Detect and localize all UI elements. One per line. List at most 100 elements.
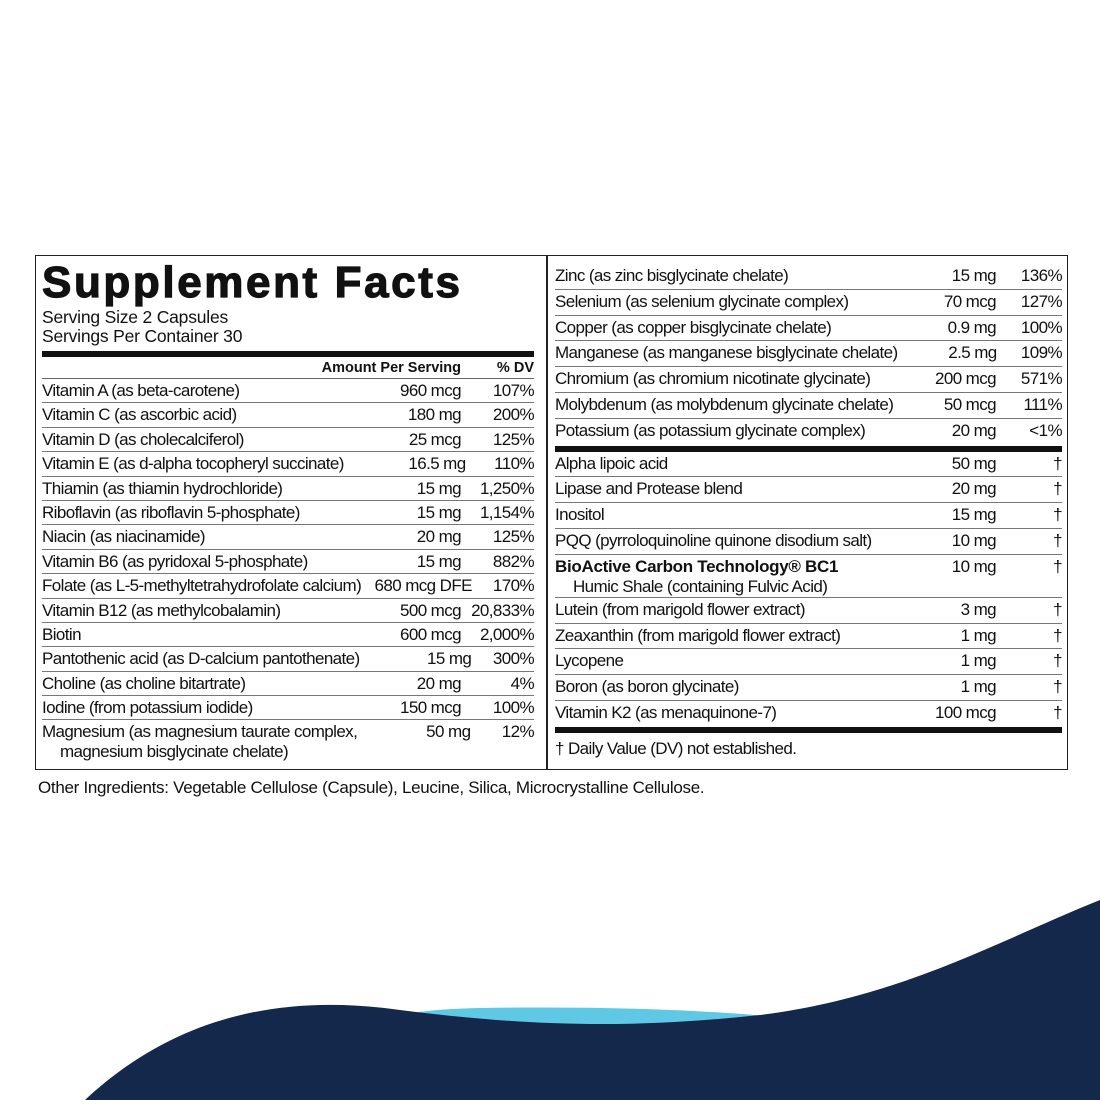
amount: 150 mcg	[399, 698, 462, 718]
amount: 3 mg	[960, 599, 997, 619]
nutrient-name-continued: Humic Shale (containing Fulvic Acid)	[573, 576, 828, 596]
nutrient-name: Manganese (as manganese bisglycinate che…	[555, 343, 898, 363]
nutrient-name-cell: Potassium (as potassium glycinate comple…	[555, 421, 896, 445]
nutrient-name: PQQ (pyrroloquinoline quinone disodium s…	[555, 530, 872, 550]
nutrient-row: Zeaxanthin (from marigold flower extract…	[555, 624, 1063, 650]
amount: 1 mg	[960, 625, 997, 645]
amount: 15 mg	[951, 266, 997, 285]
daily-value: 571%	[1020, 369, 1063, 389]
daily-value: †	[1053, 625, 1062, 645]
nutrient-name-cell: Lipase and Protease blend	[555, 479, 896, 502]
amount: 25 mcg	[408, 429, 462, 449]
nutrient-name: Zinc (as zinc bisglycinate chelate)	[555, 266, 789, 285]
amount: 500 mcg	[399, 600, 462, 620]
nutrient-name-cell: Zeaxanthin (from marigold flower extract…	[555, 626, 896, 649]
nutrient-row: Magnesium (as magnesium taurate complex,…	[42, 720, 535, 762]
amount: 2.5 mg	[948, 343, 997, 363]
nutrient-row: Pantothenic acid (as D-calcium pantothen…	[42, 647, 535, 672]
nutrient-row: Folate (as L-5-methyltetrahydrofolate ca…	[42, 574, 535, 599]
nutrient-row: PQQ (pyrroloquinoline quinone disodium s…	[555, 529, 1063, 555]
daily-value: 136%	[1020, 266, 1063, 285]
amount: 960 mcg	[399, 381, 462, 400]
column-divider	[546, 256, 548, 769]
nutrient-name-cell: Selenium (as selenium glycinate complex)	[555, 292, 896, 315]
nutrient-row: Niacin (as niacinamide) 20 mg 125%	[42, 525, 535, 550]
nutrient-name: Lipase and Protease blend	[555, 479, 743, 499]
amount: 50 mg	[951, 453, 997, 473]
daily-value: †	[1053, 599, 1062, 619]
nutrient-row: Vitamin A (as beta-carotene) 960 mcg 107%	[42, 379, 535, 404]
nutrient-row: Vitamin D (as cholecalciferol) 25 mcg 125%	[42, 428, 535, 453]
nutrient-row: Vitamin E (as d-alpha tocopheryl succina…	[42, 452, 535, 477]
nutrient-row: BioActive Carbon Technology® BC1 Humic Sh…	[555, 555, 1063, 598]
nutrient-name-cell: Vitamin D (as cholecalciferol)	[42, 430, 331, 451]
daily-value: 170%	[492, 576, 535, 596]
amount: 50 mcg	[943, 394, 997, 414]
dv-header: % DV	[496, 359, 534, 376]
nutrient-row: Vitamin B12 (as methylcobalamin) 500 mcg 2…	[42, 599, 535, 623]
nutrient-name-cell: Alpha lipoic acid	[555, 454, 896, 477]
nutrient-name-cell: Choline (as choline bitartrate)	[42, 674, 331, 695]
nutrient-name: Selenium (as selenium glycinate complex)	[555, 291, 849, 311]
daily-value: †	[1053, 453, 1062, 473]
servings-per-container: Servings Per Container 30	[42, 326, 243, 346]
nutrient-name-cell: Vitamin A (as beta-carotene)	[42, 381, 331, 402]
nutrient-name: Choline (as choline bitartrate)	[42, 673, 246, 693]
amount: 680 mcg DFE	[374, 576, 473, 596]
nutrient-name: Molybdenum (as molybdenum glycinate chel…	[555, 394, 894, 414]
nutrient-name: Vitamin K2 (as menaquinone-7)	[555, 702, 777, 722]
nutrient-name-cell: Iodine (from potassium iodide)	[42, 698, 331, 719]
left-column: Supplement Facts Serving Size 2 Capsules…	[41, 256, 535, 769]
amount: 20 mg	[416, 673, 462, 693]
nutrient-row: Manganese (as manganese bisglycinate che…	[555, 341, 1063, 368]
nutrient-name-cell: Lycopene	[555, 651, 896, 674]
nutrient-row: Selenium (as selenium glycinate complex)…	[555, 290, 1063, 316]
panel-title: Supplement Facts	[41, 257, 463, 307]
daily-value: †	[1053, 556, 1062, 576]
amount: 15 mg	[416, 551, 462, 571]
nutrient-name-cell: Vitamin E (as d-alpha tocopheryl succina…	[42, 454, 344, 475]
daily-value: †	[1053, 677, 1062, 697]
daily-value: 109%	[1020, 343, 1063, 363]
daily-value: 100%	[1020, 317, 1063, 337]
nutrient-name-cell: Pantothenic acid (as D-calcium pantothen…	[42, 649, 360, 670]
nutrient-row: Zinc (as zinc bisglycinate chelate) 15 mg…	[555, 264, 1063, 290]
nutrient-name-cell: Biotin	[42, 625, 331, 646]
nutrient-row: Inositol 15 mg †	[555, 503, 1063, 529]
nutrient-name: Biotin	[42, 624, 82, 644]
amount: 100 mcg	[934, 702, 997, 722]
nutrient-name-cell: Vitamin B6 (as pyridoxal 5-phosphate)	[42, 552, 331, 573]
nutrient-row: Riboflavin (as riboflavin 5-phosphate) 15…	[42, 501, 535, 526]
thick-divider	[555, 726, 1062, 733]
amount: 200 mcg	[934, 369, 997, 389]
thick-divider	[555, 445, 1062, 452]
daily-value: 125%	[492, 429, 535, 449]
nutrient-name: Alpha lipoic acid	[555, 453, 668, 473]
right-column: Zinc (as zinc bisglycinate chelate) 15 mg…	[555, 264, 1063, 759]
amount: 15 mg	[951, 505, 997, 525]
amount: 0.9 mg	[947, 317, 997, 337]
nutrient-row: Vitamin B6 (as pyridoxal 5-phosphate) 15 …	[42, 550, 535, 575]
nutrient-row: Lipase and Protease blend 20 mg †	[555, 477, 1063, 504]
amount: 20 mg	[951, 420, 997, 440]
nutrient-row: Potassium (as potassium glycinate comple…	[555, 419, 1063, 445]
column-header: Amount Per Serving % DV	[42, 357, 534, 379]
nutrient-name: Chromium (as chromium nicotinate glycina…	[555, 369, 871, 389]
daily-value: †	[1053, 479, 1062, 499]
daily-value: 111%	[1023, 394, 1062, 414]
amount-header: Amount Per Serving	[321, 359, 461, 376]
amount: 1 mg	[960, 651, 997, 671]
nutrient-name: Vitamin E (as d-alpha tocopheryl succina…	[42, 454, 344, 474]
nutrient-name-cell: Folate (as L-5-methyltetrahydrofolate ca…	[42, 576, 362, 597]
daily-value: 125%	[492, 527, 535, 547]
nutrient-name: Copper (as copper bisglycinate chelate)	[555, 317, 832, 337]
nutrient-name: Iodine (from potassium iodide)	[42, 698, 253, 718]
nutrient-name-cell: Inositol	[555, 505, 896, 528]
nutrient-row: Iodine (from potassium iodide) 150 mcg 100…	[42, 696, 535, 721]
footnote: † Daily Value (DV) not established.	[555, 738, 797, 758]
nutrient-name: BioActive Carbon Technology® BC1	[555, 556, 839, 576]
nutrient-row: Molybdenum (as molybdenum glycinate chel…	[555, 393, 1063, 419]
nutrient-name: Inositol	[555, 505, 605, 525]
nutrient-name: Folate (as L-5-methyltetrahydrofolate ca…	[42, 576, 362, 596]
nutrient-name: Boron (as boron glycinate)	[555, 677, 739, 697]
